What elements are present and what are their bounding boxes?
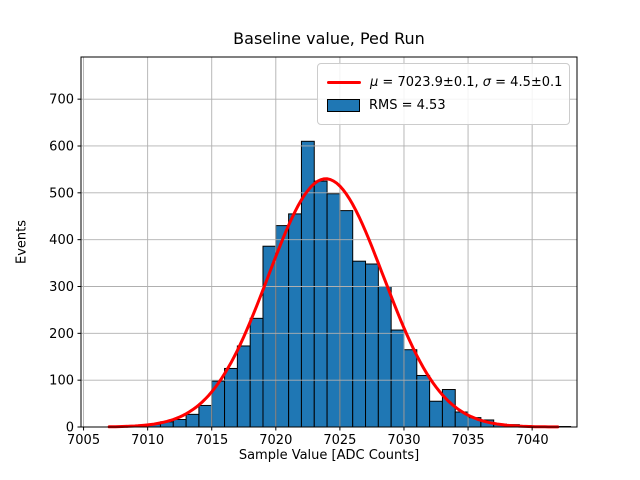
chart-title: Baseline value, Ped Run (233, 29, 425, 48)
x-tick-label: 7010 (131, 433, 164, 448)
legend-item-gaussian-fit: μ = 7023.9±0.1, σ = 4.5±0.1 (327, 71, 562, 94)
fit-line-swatch (327, 81, 361, 84)
y-tick-label: 0 (66, 421, 74, 436)
x-tick-label: 7040 (516, 433, 549, 448)
y-tick-label: 300 (49, 280, 74, 295)
histogram-bar (236, 345, 251, 428)
histogram-bar (377, 285, 392, 428)
mu-symbol: μ (370, 75, 379, 90)
x-axis-label: Sample Value [ADC Counts] (238, 448, 420, 463)
histogram-bar (198, 404, 213, 428)
x-tick-label: 7030 (387, 433, 420, 448)
histogram-bar (313, 180, 328, 428)
axes-frame (80, 56, 578, 428)
histogram-bar (390, 329, 405, 428)
gaussian-fit-curve (107, 177, 560, 429)
histogram-bar (416, 374, 431, 428)
histogram-bar (326, 193, 341, 428)
y-tick-label: 200 (49, 327, 74, 342)
sigma-symbol: σ (482, 75, 492, 90)
histogram-bar (339, 210, 354, 428)
y-tick-label: 600 (49, 139, 74, 154)
histogram-bar (429, 400, 443, 428)
legend-label-rms: RMS = 4.53 (369, 98, 446, 113)
histogram-bar (403, 349, 418, 428)
x-tick-label: 7015 (195, 433, 228, 448)
legend: μ = 7023.9±0.1, σ = 4.5±0.1 RMS = 4.53 (317, 63, 570, 125)
y-axis-label: Events (14, 219, 30, 265)
legend-item-histogram: RMS = 4.53 (327, 94, 560, 117)
x-tick-label: 7005 (67, 433, 100, 448)
y-tick-label: 400 (49, 233, 74, 248)
sigma-value: = 4.5±0.1 (491, 75, 563, 90)
histogram-bar (224, 367, 238, 428)
histogram-bar (288, 213, 302, 428)
histogram-bar (275, 225, 290, 428)
x-tick-label: 7025 (323, 433, 356, 448)
histogram-bar (185, 413, 200, 428)
y-tick-label: 100 (49, 374, 74, 389)
histogram-bar (249, 317, 264, 428)
x-tick-label: 7020 (259, 433, 292, 448)
histogram-patch-swatch (327, 99, 360, 112)
mu-value: = 7023.9±0.1, (378, 75, 483, 90)
histogram-bar (172, 419, 187, 428)
legend-label-fit: μ = 7023.9±0.1, σ = 4.5±0.1 (370, 75, 562, 90)
y-tick-label: 500 (49, 186, 74, 201)
histogram-bar (365, 263, 379, 428)
y-tick-label: 700 (49, 93, 74, 108)
x-tick-label: 7035 (452, 433, 485, 448)
